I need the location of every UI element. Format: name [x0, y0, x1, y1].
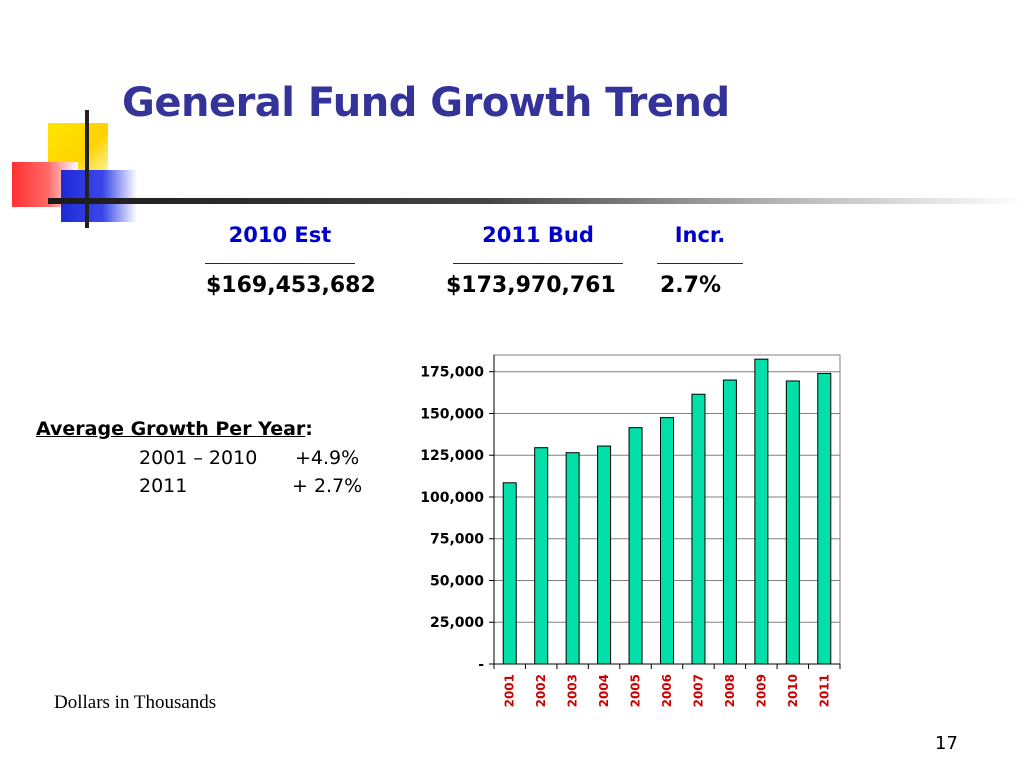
bar-2009 [754, 358, 769, 665]
chart-axes [489, 355, 841, 669]
decor-vertical-line [85, 110, 89, 228]
bar-2001 [502, 482, 517, 665]
growth-heading: Average Growth Per Year: [36, 418, 313, 440]
x-tick-label: 2006 [660, 674, 674, 707]
header-2010-est: 2010 Est [228, 223, 332, 247]
x-tick-label: 2002 [534, 674, 548, 707]
x-tick-label: 2007 [691, 674, 705, 707]
growth-heading-colon: : [305, 418, 313, 440]
general-fund-bar-chart: - 25,000 50,000 75,000 100,000 125,000 150,000… [420, 354, 841, 707]
bar-2010 [785, 380, 800, 665]
y-tick-labels: - 25,000 50,000 75,000 100,000 125,000 150,000… [420, 365, 484, 673]
page-number: 17 [935, 733, 958, 754]
bar-2004 [597, 445, 612, 665]
x-tick-label: 2009 [754, 674, 768, 707]
units-note: Dollars in Thousands [54, 692, 217, 713]
x-tick-label: 2001 [503, 674, 517, 707]
value-2010-est: $169,453,682 [206, 273, 376, 298]
slide-title: General Fund Growth Trend [122, 80, 730, 126]
growth-rate-1: +4.9% [295, 447, 360, 469]
y-tick-label: 175,000 [420, 365, 484, 381]
y-tick-label: - [478, 657, 484, 673]
bar-2006 [660, 417, 674, 665]
y-tick-label: 25,000 [430, 615, 484, 631]
chart-bars [502, 358, 832, 665]
value-incr: 2.7% [660, 273, 722, 298]
header-2011-bud: 2011 Bud [482, 223, 594, 247]
bar-2003 [565, 452, 580, 665]
y-tick-label: 125,000 [420, 448, 484, 464]
header-underline-2011 [453, 263, 623, 264]
growth-heading-text: Average Growth Per Year [36, 418, 306, 440]
x-tick-label: 2003 [566, 674, 580, 707]
decor-blue-square [61, 170, 137, 222]
bar-2002 [534, 447, 549, 665]
x-tick-label: 2008 [723, 674, 737, 707]
growth-rate-2: + 2.7% [292, 475, 363, 497]
title-divider-line [48, 198, 1024, 204]
y-tick-label: 50,000 [430, 573, 484, 589]
value-2011-bud: $173,970,761 [446, 273, 616, 298]
bar-2007 [691, 393, 706, 665]
header-underline-2010 [205, 263, 355, 264]
growth-period-1: 2001 – 2010 [139, 447, 258, 469]
bar-2011 [817, 372, 832, 665]
bar-2005 [628, 427, 643, 665]
x-tick-label: 2005 [629, 674, 643, 707]
x-tick-labels: 2001 2002 2003 2004 2005 2006 2007 2008 2009 2010… [503, 674, 832, 707]
y-tick-label: 100,000 [420, 490, 484, 506]
header-incr: Incr. [674, 223, 726, 247]
y-tick-label: 75,000 [430, 532, 484, 548]
bar-2008 [722, 379, 737, 665]
header-underline-incr [657, 263, 743, 264]
y-tick-label: 150,000 [420, 406, 484, 422]
x-tick-label: 2011 [817, 674, 831, 707]
growth-period-2: 2011 [139, 475, 188, 497]
x-tick-label: 2010 [786, 674, 800, 707]
x-tick-label: 2004 [597, 674, 611, 707]
